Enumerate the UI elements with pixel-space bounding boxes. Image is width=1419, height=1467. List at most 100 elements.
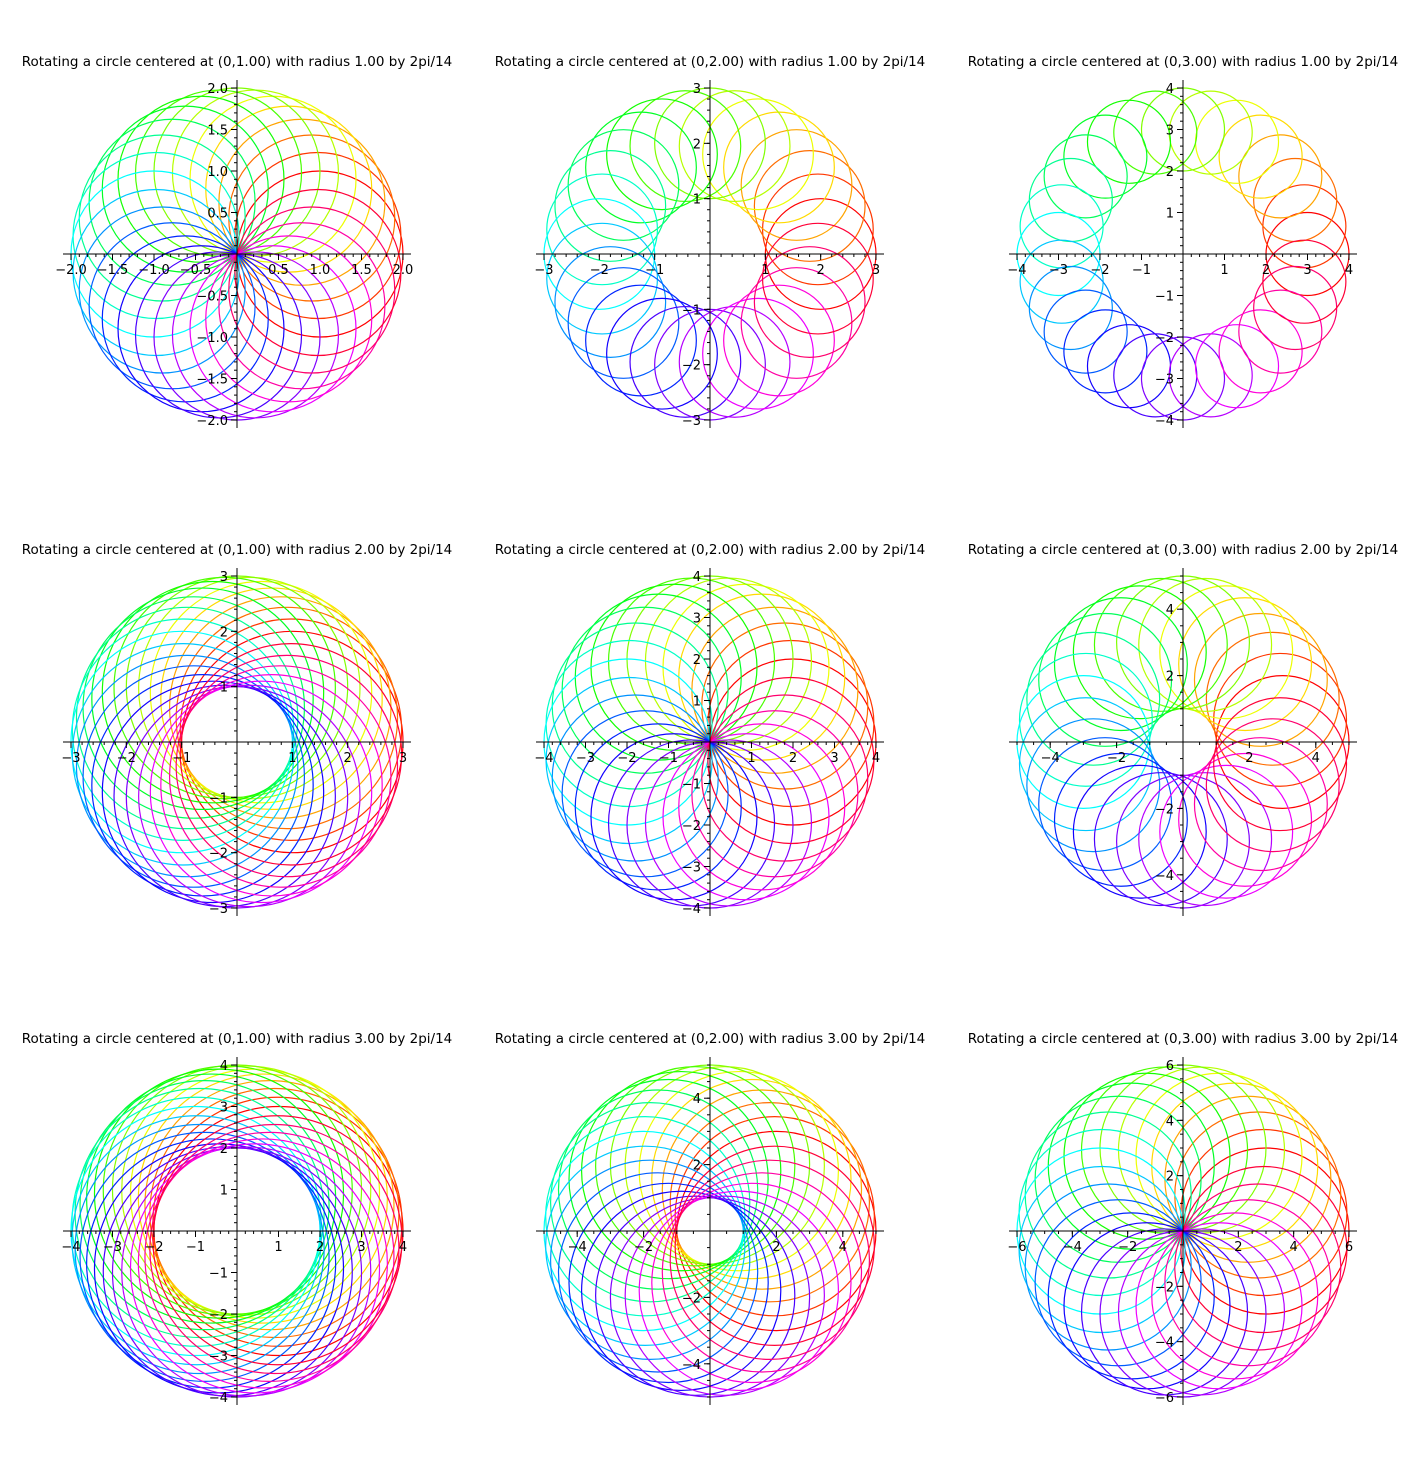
x-tick-label: 3 xyxy=(399,751,407,766)
y-tick-label: 2 xyxy=(1166,1170,1174,1185)
plot-title: Rotating a circle centered at (0,2.00) w… xyxy=(495,54,926,70)
x-tick-label: −1 xyxy=(1132,263,1151,278)
rotated-circle xyxy=(607,577,776,745)
x-tick-label: −4 xyxy=(1041,751,1060,766)
x-tick-label: 1.5 xyxy=(351,263,372,278)
subplot-2: Rotating a circle centered at (0,2.00) w… xyxy=(495,54,926,429)
rotated-circle xyxy=(79,1080,330,1331)
rotated-circle xyxy=(580,1190,782,1392)
rotated-circle xyxy=(554,150,667,262)
rotated-circle xyxy=(1159,764,1294,899)
rotated-circle xyxy=(1168,90,1253,175)
x-tick-label: 4 xyxy=(1312,751,1320,766)
x-tick-label: −2 xyxy=(1118,1240,1137,1255)
rotated-circles xyxy=(70,575,404,909)
x-tick-label: 2 xyxy=(772,1240,780,1255)
rotated-circle xyxy=(1038,737,1173,872)
y-tick-label: 1 xyxy=(693,695,701,710)
y-tick-label: −1 xyxy=(209,791,228,806)
x-tick-label: −4 xyxy=(1007,263,1026,278)
y-tick-label: −4 xyxy=(209,1391,228,1406)
y-tick-label: −0.5 xyxy=(196,290,228,305)
y-tick-label: 4 xyxy=(1166,82,1174,97)
x-tick-label: −3 xyxy=(534,263,553,278)
rotated-circle xyxy=(644,577,813,745)
y-tick-label: −1 xyxy=(682,303,701,318)
x-tick-label: 2 xyxy=(1245,751,1253,766)
rotated-circle xyxy=(595,1066,796,1267)
rotated-circle xyxy=(678,723,846,891)
x-tick-label: −3 xyxy=(1049,263,1068,278)
rotated-circle xyxy=(1093,772,1228,907)
rotated-circle xyxy=(171,251,340,419)
y-tick-label: 4 xyxy=(220,1059,228,1074)
rotated-circle xyxy=(1086,99,1172,184)
x-tick-label: −2.0 xyxy=(55,263,87,278)
x-tick-label: 1 xyxy=(761,263,769,278)
rotated-circle xyxy=(702,98,814,211)
rotated-circle xyxy=(557,1172,759,1373)
x-tick-label: 3 xyxy=(357,1240,365,1255)
x-tick-label: −1.5 xyxy=(97,263,129,278)
rotated-circle xyxy=(137,1138,388,1389)
subplot-5: Rotating a circle centered at (0,2.00) w… xyxy=(495,542,926,917)
rotated-circle xyxy=(86,1073,337,1324)
rotated-circle xyxy=(1117,1228,1286,1396)
rotated-circle xyxy=(674,1116,875,1317)
rotated-circle xyxy=(691,710,859,878)
rotated-circle xyxy=(546,222,659,335)
rotated-circle xyxy=(1178,752,1313,887)
rotated-circle xyxy=(75,606,299,830)
y-tick-label: −3 xyxy=(1155,373,1174,388)
x-tick-label: −3 xyxy=(576,751,595,766)
rotated-circle xyxy=(753,246,866,358)
rotated-circle xyxy=(1113,90,1198,175)
rotated-circle xyxy=(1218,309,1303,394)
subplot-1: Rotating a circle centered at (0,1.00) w… xyxy=(22,54,453,429)
rotated-circle xyxy=(638,1190,840,1392)
rotated-circle xyxy=(74,1123,325,1375)
plot-title: Rotating a circle centered at (0,1.00) w… xyxy=(22,1031,453,1047)
y-tick-label: −1 xyxy=(1155,290,1174,305)
rotated-circle xyxy=(1019,184,1104,269)
y-tick-label: −4 xyxy=(682,902,701,917)
rotated-circle xyxy=(149,680,373,904)
x-tick-label: −2 xyxy=(1090,263,1109,278)
subplot-9: Rotating a circle centered at (0,3.00) w… xyxy=(968,1031,1399,1406)
y-tick-label: 4 xyxy=(1166,1114,1174,1129)
rotated-circle xyxy=(1028,157,1113,243)
rotated-circle xyxy=(1072,585,1207,720)
rotated-circle xyxy=(160,673,383,897)
y-tick-label: 3 xyxy=(1166,124,1174,139)
rotated-circle xyxy=(1026,718,1161,853)
rotated-circle xyxy=(1018,1165,1186,1334)
rotated-circle xyxy=(669,1101,871,1303)
x-tick-label: 2.0 xyxy=(393,263,414,278)
y-tick-label: 2 xyxy=(220,1142,228,1157)
rotated-circle xyxy=(1159,585,1294,720)
y-tick-label: −2 xyxy=(1155,1280,1174,1295)
y-tick-label: 4 xyxy=(693,1092,701,1107)
rotated-circle xyxy=(234,151,402,320)
rotated-circle xyxy=(71,1115,322,1366)
x-tick-label: 2 xyxy=(1234,1240,1242,1255)
x-tick-label: 4 xyxy=(1345,263,1353,278)
rotated-circle xyxy=(1080,1066,1249,1234)
y-tick-label: 1 xyxy=(220,1184,228,1199)
x-tick-label: −4 xyxy=(534,751,553,766)
rotated-circle xyxy=(218,222,386,390)
rotated-circle xyxy=(568,1182,769,1384)
x-tick-label: −2 xyxy=(1107,751,1126,766)
rotated-circle xyxy=(75,654,299,878)
rotated-circle xyxy=(674,1145,875,1346)
rotated-circle xyxy=(1205,631,1340,766)
rotated-circle xyxy=(101,580,325,804)
rotated-circle xyxy=(1213,697,1348,832)
rotated-circle xyxy=(1019,239,1104,324)
x-tick-label: 1 xyxy=(1220,263,1228,278)
y-tick-label: 2 xyxy=(693,653,701,668)
rotated-circle xyxy=(1213,652,1348,787)
x-tick-label: 1 xyxy=(747,751,755,766)
rotated-circle xyxy=(638,1070,840,1272)
y-tick-label: 2.0 xyxy=(207,82,228,97)
